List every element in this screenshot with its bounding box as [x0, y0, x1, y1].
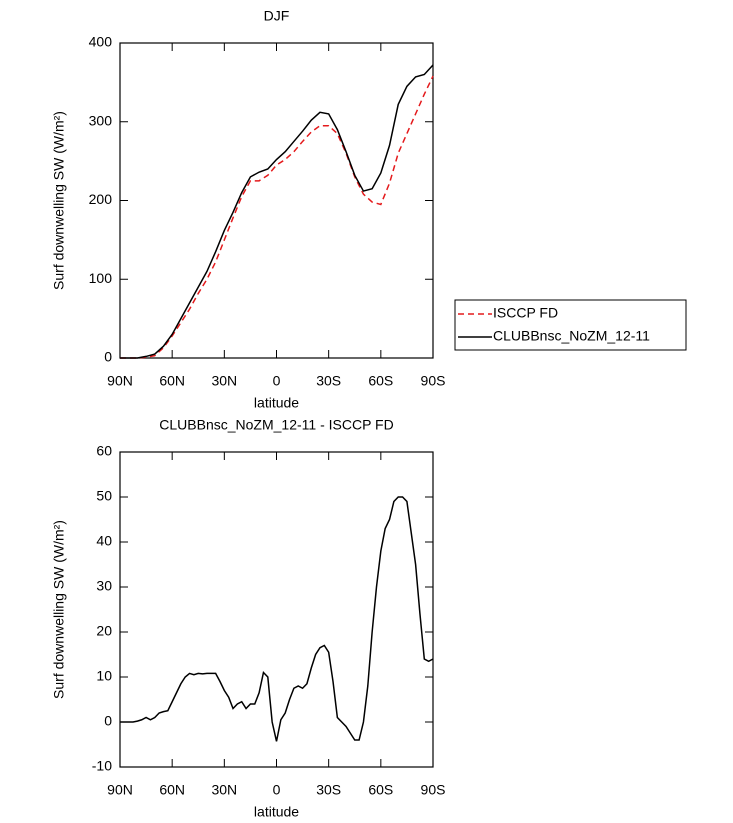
y-axis-label: Surf downwelling SW (W/m²): [51, 111, 67, 290]
x-tick-label: 60S: [368, 782, 393, 798]
legend-label: ISCCP FD: [493, 305, 558, 321]
x-tick-label: 30S: [316, 373, 341, 389]
y-tick-label: 40: [96, 533, 112, 549]
x-tick-label: 90N: [107, 782, 133, 798]
x-axis-label: latitude: [254, 395, 299, 411]
chart-title: CLUBBnsc_NoZM_12-11 - ISCCP FD: [159, 417, 393, 433]
x-tick-label: 90S: [421, 373, 446, 389]
plot-frame: [119, 451, 434, 768]
y-tick-label: 400: [89, 34, 113, 50]
y-tick-label: 300: [89, 112, 113, 128]
y-tick-label: 30: [96, 578, 112, 594]
x-tick-label: 30N: [211, 782, 237, 798]
data-line: [120, 75, 434, 359]
legend-label: CLUBBnsc_NoZM_12-11: [493, 328, 650, 344]
y-tick-label: 50: [96, 488, 112, 504]
y-tick-label: 10: [96, 668, 112, 684]
data-line: [120, 64, 434, 359]
x-tick-label: 0: [273, 782, 281, 798]
y-tick-label: 0: [104, 349, 112, 365]
data-line: [120, 496, 434, 742]
y-tick-label: -10: [92, 758, 112, 774]
x-tick-label: 90N: [107, 373, 133, 389]
y-tick-label: 100: [89, 270, 113, 286]
x-tick-label: 60S: [368, 373, 393, 389]
y-tick-label: 0: [104, 713, 112, 729]
x-tick-label: 30S: [316, 782, 341, 798]
y-tick-label: 60: [96, 443, 112, 459]
legend-box: [454, 299, 687, 351]
chart-title: DJF: [264, 8, 290, 24]
x-axis-label: latitude: [254, 804, 299, 820]
x-tick-label: 30N: [211, 373, 237, 389]
x-tick-label: 0: [273, 373, 281, 389]
y-tick-label: 20: [96, 623, 112, 639]
x-tick-label: 90S: [421, 782, 446, 798]
y-tick-label: 200: [89, 191, 113, 207]
x-tick-label: 60N: [159, 782, 185, 798]
x-tick-label: 60N: [159, 373, 185, 389]
plot-frame: [119, 42, 434, 359]
y-axis-label: Surf downwelling SW (W/m²): [51, 520, 67, 699]
